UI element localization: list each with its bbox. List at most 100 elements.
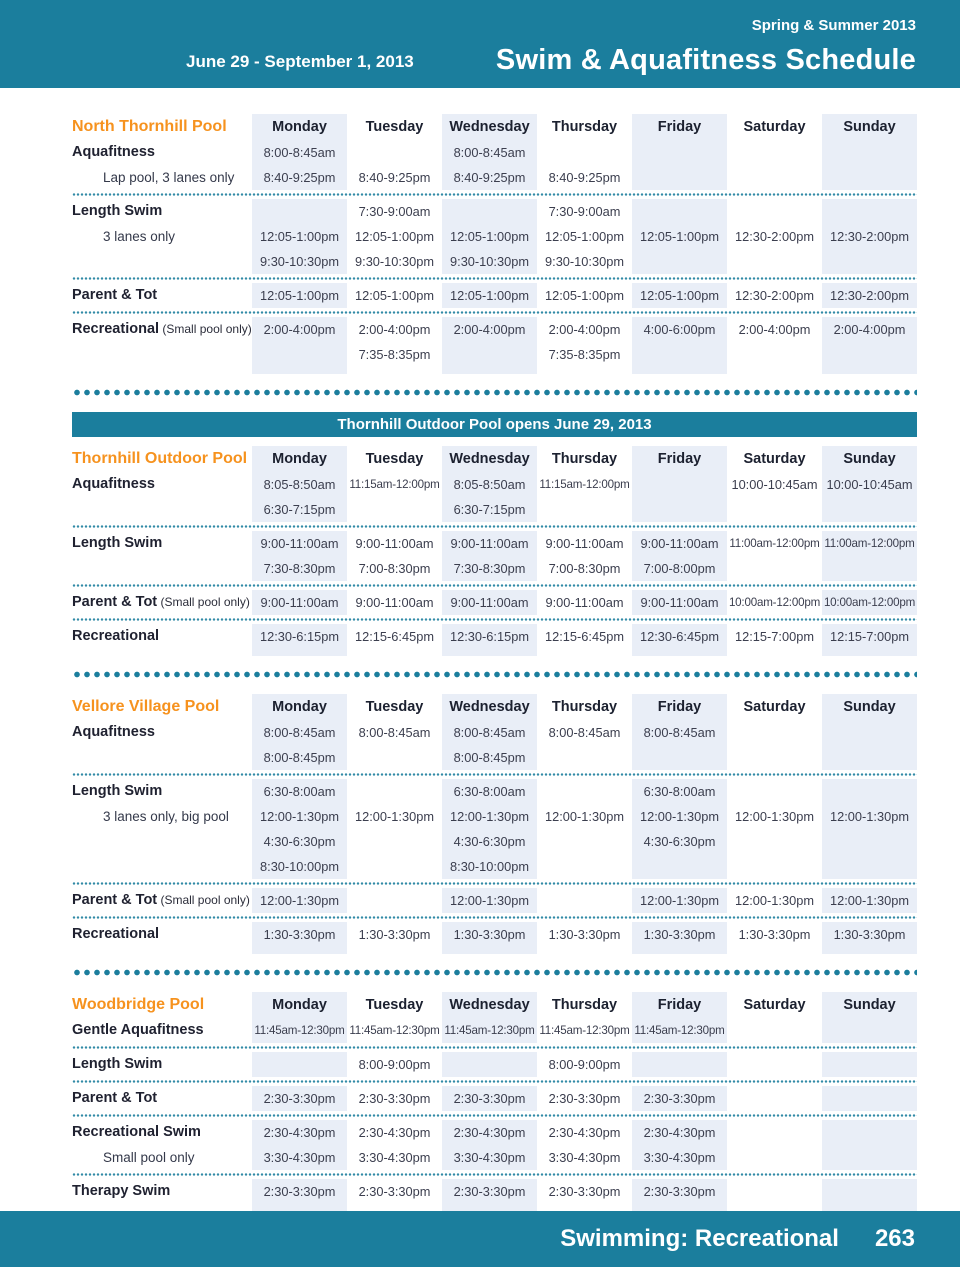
day-header: Sunday [822,114,917,140]
schedule-row: Recreational (Small pool only) 2:00-4:00p… [72,317,917,342]
time-cell: 1:30-3:30pm [548,927,621,942]
row-label: Length Swim [72,535,163,551]
time-cell: 7:00-8:30pm [358,561,431,576]
time-cell [822,497,917,522]
time-cell: 11:45am-12:30pm [539,1024,630,1037]
time-cell: 2:30-3:30pm [442,1179,537,1211]
pool-banner: Thornhill Outdoor Pool opens June 29, 20… [72,412,917,437]
time-cell: 9:00-11:00am [442,531,537,556]
group-divider [72,773,917,776]
row-label: Recreational [72,628,160,644]
time-cell [727,342,822,374]
time-cell [727,1145,822,1170]
day-header: Sunday [822,446,917,472]
time-cell: 3:30-4:30pm [632,1145,727,1170]
time-cell [822,556,917,581]
time-cell [632,199,727,224]
section-divider [72,389,917,396]
time-cell: 12:05-1:00pm [632,224,727,249]
time-cell [727,854,822,879]
time-cell: 6:30-8:00am [632,779,727,804]
time-cell: 3:30-4:30pm [442,1145,537,1170]
time-cell: 4:30-6:30pm [632,829,727,854]
time-cell [822,1120,917,1145]
time-cell: 12:30-6:15pm [442,624,537,656]
time-cell [822,1179,917,1211]
time-cell: 8:00-8:45am [632,720,727,745]
time-cell [632,1052,727,1077]
time-cell: 11:00am-12:00pm [822,531,917,556]
time-cell: 12:05-1:00pm [252,224,347,249]
time-cell: 12:30-2:00pm [822,283,917,308]
day-header: Saturday [743,997,806,1013]
schedule-row: Small pool only 3:30-4:30pm 3:30-4:30pm 3:3… [72,1145,917,1170]
time-cell [822,829,917,854]
page-title: Swim & Aquafitness Schedule [495,44,916,76]
time-cell: 4:30-6:30pm [442,829,537,854]
time-cell: 8:05-8:50am [442,472,537,497]
time-cell [822,1086,917,1111]
time-cell [822,745,917,770]
time-cell: 12:00-1:30pm [822,804,917,829]
time-cell [537,745,632,770]
time-cell: 1:30-3:30pm [358,927,431,942]
time-cell [822,720,917,745]
time-cell [537,854,632,879]
time-cell [632,472,727,497]
time-cell: 8:00-8:45am [358,725,431,740]
time-cell: 12:30-2:00pm [735,229,814,244]
schedule-row: Gentle Aquafitness 11:45am-12:30pm 11:45am… [72,1018,917,1043]
time-cell: 11:45am-12:30pm [442,1018,537,1043]
row-label-note: (Small pool only) [157,893,250,907]
row-label: Gentle Aquafitness [72,1022,204,1038]
time-cell: 12:00-1:30pm [355,809,434,824]
time-cell: 2:30-3:30pm [632,1179,727,1211]
schedule-row: Aquafitness 8:00-8:45am 8:00-8:45am 8:00-8:… [72,720,917,745]
time-cell: 12:05-1:00pm [545,288,624,303]
time-cell: 12:15-6:45pm [545,629,624,644]
time-cell: 2:30-3:30pm [358,1091,431,1106]
row-sublabel: 3 lanes only, big pool [103,809,229,824]
schedule-row: Recreational 1:30-3:30pm 1:30-3:30pm 1:30-3… [72,922,917,954]
day-header: Tuesday [365,119,424,135]
time-cell: 8:40-9:25pm [252,165,347,190]
group-divider [72,882,917,885]
time-cell [632,854,727,879]
time-cell: 12:00-1:30pm [442,804,537,829]
time-cell: 11:45am-12:30pm [632,1018,727,1043]
time-cell: 12:30-6:45pm [632,624,727,656]
time-cell [347,779,442,804]
pool-header-row: Thornhill Outdoor Pool Monday Tuesday Wedne… [72,446,917,472]
time-cell: 2:30-3:30pm [252,1179,347,1211]
schedule-row: 9:30-10:30pm 9:30-10:30pm 9:30-10:30pm 9:30… [72,249,917,274]
season-label: Spring & Summer 2013 [751,17,916,34]
time-cell: 9:30-10:30pm [252,249,347,274]
date-range: June 29 - September 1, 2013 [186,52,414,71]
time-cell: 8:00-8:45am [252,140,347,165]
day-header: Tuesday [365,451,424,467]
time-cell: 11:15am-12:00pm [349,478,440,491]
time-cell: 10:00-10:45am [731,477,818,492]
time-cell: 8:00-9:00pm [358,1057,431,1072]
time-cell: 2:30-3:30pm [548,1091,621,1106]
time-cell: 9:00-11:00am [355,536,434,551]
section-divider [72,671,917,678]
time-cell: 9:00-11:00am [545,536,624,551]
time-cell: 9:00-11:00am [442,590,537,615]
time-cell [727,556,822,581]
time-cell [727,1179,822,1211]
day-header: Wednesday [442,694,537,720]
schedule-row: 3 lanes only 12:05-1:00pm 12:05-1:00pm 12:0… [72,224,917,249]
time-cell: 12:05-1:00pm [252,283,347,308]
day-header: Wednesday [442,114,537,140]
time-cell: 7:35-8:35pm [548,347,621,362]
time-cell: 11:15am-12:00pm [539,478,630,491]
time-cell: 12:05-1:00pm [442,283,537,308]
schedule-row: 7:35-8:35pm 7:35-8:35pm [72,342,917,374]
group-divider [72,1114,917,1117]
time-cell: 8:30-10:00pm [252,854,347,879]
time-cell [632,497,727,522]
time-cell: 2:00-4:00pm [252,317,347,342]
time-cell: 12:05-1:00pm [545,229,624,244]
pool-section: Vellore Village Pool Monday Tuesday Wednesd… [72,694,917,954]
